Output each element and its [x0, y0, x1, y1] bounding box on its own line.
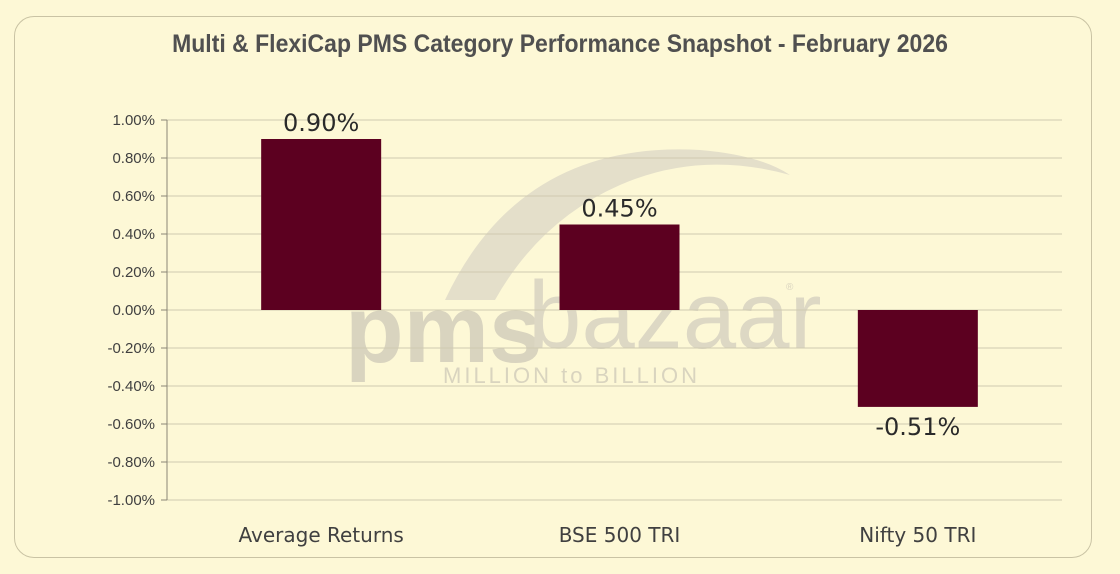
bar-average-returns [261, 139, 382, 310]
watermark-registered-mark: ® [786, 282, 794, 293]
bar-bse-500-tri [559, 224, 680, 310]
category-label: Average Returns [239, 523, 404, 547]
y-tick-label: 0.40% [112, 226, 155, 243]
y-tick-label: 1.00% [112, 112, 155, 129]
category-labels: Average Returns BSE 500 TRI Nifty 50 TRI [239, 523, 977, 547]
chart-frame [14, 16, 1092, 558]
data-label: 0.45% [581, 195, 657, 223]
category-label: BSE 500 TRI [559, 523, 681, 547]
bars [261, 139, 978, 407]
watermark-tagline: MILLION to BILLION [443, 363, 700, 388]
bar-nifty-50-tri [857, 310, 978, 407]
y-tick-label: -1.00% [107, 492, 155, 509]
y-tick-label: 0.60% [112, 188, 155, 205]
data-label: -0.51% [875, 413, 960, 441]
y-tick-label: -0.60% [107, 416, 155, 433]
y-tick-label: 0.20% [112, 264, 155, 281]
data-label: 0.90% [283, 109, 359, 137]
chart-title: Multi & FlexiCap PMS Category Performanc… [172, 30, 948, 58]
watermark-arc-icon [445, 149, 790, 300]
y-tick-label: -0.20% [107, 340, 155, 357]
y-tick-label: -0.80% [107, 454, 155, 471]
y-axis: 1.00% 0.80% 0.60% 0.40% 0.20% 0.00% -0.20% -0.4… [107, 112, 168, 509]
y-tick-label: -0.40% [107, 378, 155, 395]
y-tick-label: 0.80% [112, 150, 155, 167]
y-tick-label: 0.00% [112, 302, 155, 319]
category-label: Nifty 50 TRI [859, 523, 976, 547]
data-labels: 0.90% 0.45% -0.51% [283, 109, 960, 441]
